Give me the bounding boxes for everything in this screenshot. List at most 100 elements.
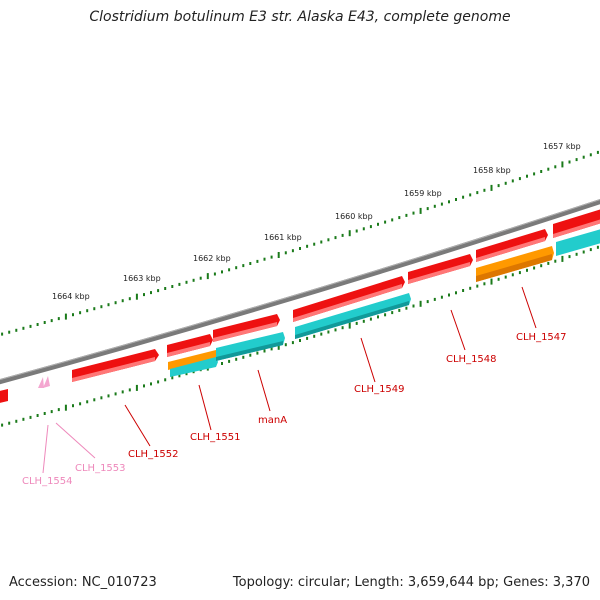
scale-minor-tick	[483, 282, 486, 286]
scale-minor-tick	[242, 355, 245, 359]
scale-minor-tick	[412, 304, 415, 308]
scale-major-tick	[348, 322, 351, 329]
scale-minor-tick	[334, 236, 337, 240]
inner-scale-ring	[1, 245, 599, 427]
scale-minor-tick	[72, 313, 74, 317]
scale-minor-tick	[568, 255, 571, 259]
scale-minor-tick	[476, 284, 479, 288]
scale-minor-tick	[263, 257, 266, 261]
scale-minor-tick	[291, 249, 294, 253]
scale-minor-tick	[15, 419, 18, 423]
scale-minor-tick	[43, 412, 46, 415]
scale-minor-tick	[235, 357, 238, 361]
scale-minor-tick	[72, 404, 74, 408]
scale-minor-tick	[540, 170, 543, 173]
scale-minor-tick	[171, 285, 174, 288]
scale-minor-tick	[398, 216, 401, 220]
scale-minor-tick	[29, 324, 32, 328]
scale-minor-tick	[313, 334, 316, 338]
scale-minor-tick	[518, 271, 521, 275]
scale-minor-tick	[362, 319, 365, 323]
scale-minor-tick	[114, 301, 117, 305]
outer-scale-ring	[1, 150, 599, 336]
scale-major-tick	[419, 300, 422, 307]
scale-minor-tick	[192, 278, 195, 282]
scale-minor-tick	[171, 376, 174, 380]
scale-major-tick	[490, 278, 493, 285]
scale-minor-tick	[121, 299, 124, 303]
scale-minor-tick	[540, 264, 543, 268]
scale-minor-tick	[448, 200, 450, 204]
scale-major-tick	[277, 343, 280, 350]
scale-minor-tick	[143, 384, 145, 388]
tick-label-1662: 1662 kbp	[193, 254, 231, 263]
scale-minor-tick	[483, 188, 486, 192]
scale-minor-tick	[440, 202, 443, 206]
scale-minor-tick	[405, 213, 408, 217]
feature-cyan-1[interactable]	[170, 357, 218, 377]
scale-minor-tick	[1, 423, 4, 427]
scale-minor-tick	[128, 388, 131, 392]
scale-minor-tick	[79, 311, 82, 315]
genome-backbone	[0, 199, 600, 385]
scale-minor-tick	[448, 293, 450, 297]
feature-track	[168, 228, 600, 377]
scale-major-tick	[348, 230, 351, 237]
scale-minor-tick	[391, 218, 394, 222]
scale-minor-tick	[249, 353, 252, 357]
scale-minor-tick	[320, 332, 323, 336]
scale-minor-tick	[50, 319, 53, 323]
scale-minor-tick	[511, 179, 514, 183]
scale-minor-tick	[327, 330, 330, 334]
gene-CLH_1553[interactable]	[43, 376, 50, 388]
scale-minor-tick	[497, 184, 500, 188]
scale-minor-tick	[157, 289, 160, 293]
scale-minor-tick	[582, 250, 585, 254]
scale-minor-tick	[221, 270, 223, 274]
scale-minor-tick	[384, 220, 387, 224]
scale-minor-tick	[93, 398, 96, 402]
scale-minor-tick	[50, 410, 53, 414]
scale-minor-tick	[440, 295, 443, 299]
scale-minor-tick	[433, 297, 436, 301]
tick-label-1659: 1659 kbp	[404, 189, 442, 198]
scale-minor-tick	[299, 339, 301, 342]
scale-minor-tick	[150, 291, 152, 295]
scale-minor-tick	[93, 307, 96, 311]
scale-minor-tick	[533, 172, 536, 176]
scale-minor-tick	[568, 160, 571, 164]
scale-minor-tick	[596, 150, 599, 154]
scale-minor-tick	[143, 293, 145, 297]
scale-minor-tick	[426, 207, 429, 211]
tick-label-1661: 1661 kbp	[264, 233, 302, 242]
gene-CLH_1554[interactable]	[38, 377, 44, 388]
scale-minor-tick	[462, 289, 465, 292]
scale-minor-tick	[547, 167, 550, 171]
scale-minor-tick	[476, 191, 479, 195]
map-title: Clostridium botulinum E3 str. Alaska E43…	[89, 9, 511, 25]
scale-minor-tick	[526, 268, 528, 272]
scale-minor-tick	[178, 282, 181, 286]
scale-minor-tick	[497, 277, 500, 281]
scale-minor-tick	[554, 165, 557, 169]
scale-minor-tick	[355, 321, 358, 325]
gene-label-CLH_1551: CLH_1551	[190, 432, 241, 443]
scale-minor-tick	[270, 347, 273, 351]
scale-minor-tick	[554, 259, 557, 263]
feature-orange-1[interactable]	[168, 350, 216, 370]
scale-major-tick	[135, 293, 138, 300]
scale-minor-tick	[284, 343, 287, 347]
scale-minor-tick	[107, 303, 110, 307]
gene-prev-left[interactable]	[0, 389, 8, 404]
scale-minor-tick	[263, 349, 266, 353]
tick-label-1660: 1660 kbp	[335, 212, 373, 221]
scale-minor-tick	[100, 396, 103, 400]
scale-minor-tick	[377, 222, 379, 226]
scale-minor-tick	[462, 195, 465, 199]
scale-minor-tick	[164, 287, 167, 290]
scale-minor-tick	[355, 229, 358, 233]
feature-cyan-4[interactable]	[556, 228, 600, 256]
scale-minor-tick	[79, 402, 82, 406]
scale-minor-tick	[384, 313, 387, 317]
